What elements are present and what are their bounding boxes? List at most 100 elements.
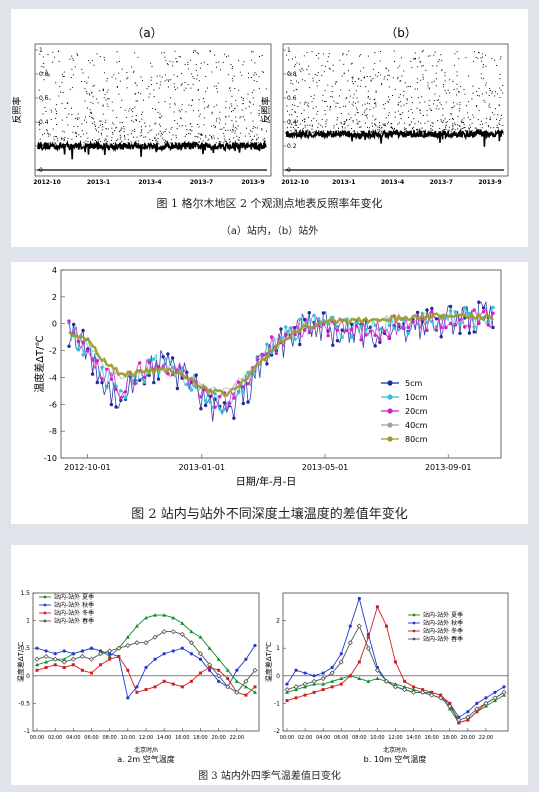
series-point-10cm	[359, 324, 363, 329]
albedo-point	[426, 114, 428, 116]
series-point-3	[243, 678, 249, 684]
albedo-point	[230, 129, 231, 131]
albedo-point	[491, 112, 493, 114]
albedo-point	[373, 103, 375, 104]
albedo-point	[178, 109, 180, 111]
albedo-point	[229, 145, 231, 147]
albedo-point	[100, 133, 102, 134]
albedo-point	[238, 60, 240, 62]
series-point-3	[483, 700, 489, 706]
series-point-0	[180, 621, 185, 625]
albedo-point	[248, 146, 250, 147]
albedo-point	[195, 70, 197, 71]
albedo-point	[393, 128, 395, 130]
albedo-point	[476, 133, 477, 135]
albedo-point	[427, 130, 429, 132]
albedo-point	[78, 145, 80, 147]
series-point-0	[153, 613, 158, 617]
albedo-point	[502, 124, 504, 126]
albedo-point	[292, 83, 294, 85]
albedo-point	[459, 101, 461, 103]
albedo-point	[176, 61, 178, 63]
x-tick-label: 2013-1	[332, 179, 355, 186]
albedo-point	[193, 110, 194, 112]
albedo-point	[430, 128, 432, 129]
albedo-point	[164, 131, 166, 133]
albedo-point	[63, 71, 65, 73]
albedo-point	[180, 117, 182, 119]
albedo-point	[230, 64, 232, 65]
legend-marker	[43, 611, 47, 615]
albedo-point	[478, 110, 480, 112]
albedo-point	[422, 78, 424, 80]
albedo-point	[81, 123, 83, 125]
albedo-point	[47, 132, 49, 134]
series-point-3	[188, 640, 194, 646]
y-axis-label-a: 反照率	[11, 96, 23, 123]
albedo-point	[451, 107, 453, 109]
albedo-point	[86, 93, 88, 95]
albedo-point	[93, 84, 95, 86]
albedo-point	[399, 65, 401, 67]
albedo-point	[117, 86, 118, 87]
albedo-point	[159, 113, 161, 115]
albedo-point	[414, 57, 416, 59]
albedo-point	[348, 101, 350, 103]
series-point-2	[253, 685, 257, 689]
albedo-point	[216, 88, 218, 90]
albedo-point	[436, 65, 438, 67]
y-tick-label: 0.6	[39, 95, 49, 102]
albedo-point	[173, 83, 175, 85]
series-point-20cm	[119, 396, 123, 400]
x-tick-label: 06:00	[84, 735, 98, 741]
albedo-point	[165, 140, 167, 142]
albedo-point	[62, 92, 64, 93]
albedo-point	[361, 130, 363, 132]
albedo-point	[374, 52, 376, 54]
albedo-point	[235, 99, 237, 101]
albedo-point	[66, 145, 68, 147]
albedo-point	[205, 76, 207, 77]
series-point-3	[197, 651, 204, 657]
x-tick-label: 2013-4	[381, 179, 404, 186]
albedo-point	[327, 84, 329, 86]
albedo-point	[91, 92, 93, 94]
albedo-point	[471, 133, 473, 135]
albedo-point	[296, 131, 298, 133]
albedo-point	[481, 93, 483, 95]
legend-marker	[387, 380, 393, 386]
albedo-point	[258, 109, 260, 111]
albedo-point	[353, 131, 355, 132]
albedo-point	[296, 124, 297, 126]
albedo-point	[480, 77, 482, 79]
albedo-point	[311, 124, 313, 126]
albedo-point	[449, 79, 451, 81]
albedo-point	[38, 122, 40, 123]
albedo-point	[142, 111, 143, 113]
albedo-point	[135, 119, 137, 120]
albedo-point	[253, 143, 255, 145]
albedo-point	[133, 71, 135, 73]
series-point-5cm	[119, 398, 123, 402]
series-point-0	[35, 662, 39, 667]
albedo-point	[149, 93, 151, 95]
albedo-point	[308, 134, 310, 135]
albedo-point	[104, 122, 106, 123]
albedo-point	[496, 133, 497, 135]
albedo-point	[77, 119, 79, 121]
albedo-point	[322, 94, 324, 96]
series-point-2	[466, 718, 470, 722]
albedo-point	[115, 127, 117, 129]
albedo-point	[428, 99, 430, 101]
albedo-point	[211, 111, 213, 113]
y-tick-label: 0.4	[39, 119, 49, 126]
albedo-point	[197, 89, 199, 91]
albedo-point	[197, 124, 199, 125]
albedo-point	[99, 90, 101, 92]
albedo-point	[145, 126, 147, 127]
albedo-point	[233, 137, 235, 139]
series-point-5cm	[114, 405, 118, 409]
albedo-point	[367, 102, 368, 104]
albedo-point	[429, 108, 431, 110]
albedo-point	[318, 80, 320, 81]
